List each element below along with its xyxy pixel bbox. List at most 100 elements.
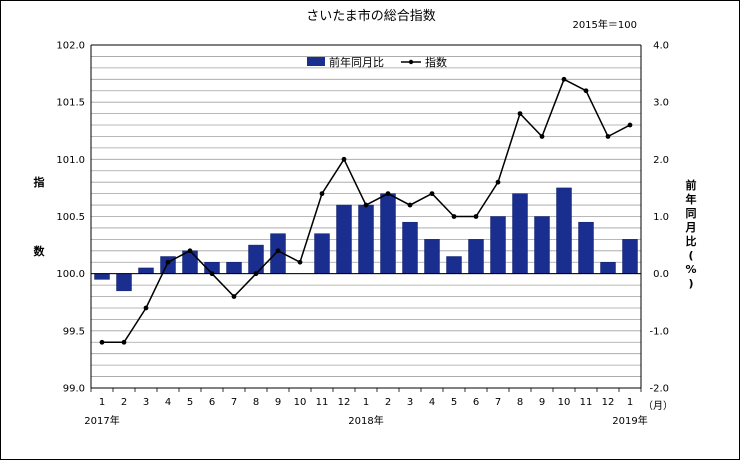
legend-line-marker	[408, 59, 414, 65]
bar-yoy	[94, 273, 110, 280]
left-axis-label-char: 指	[34, 175, 45, 189]
axes	[90, 44, 642, 389]
right-axis-label-char: 同	[686, 207, 697, 220]
bar-yoy	[512, 193, 528, 274]
month-label: 2	[385, 397, 391, 408]
month-label: 3	[407, 397, 413, 408]
right-tick-label: 0.0	[653, 269, 669, 280]
legend: 前年同月比 指数	[307, 55, 447, 69]
bar-yoy	[534, 216, 550, 274]
left-tick-label: 101.0	[56, 155, 85, 166]
month-label: 7	[231, 397, 237, 408]
right-tick-label: 3.0	[653, 98, 669, 109]
index-point	[121, 339, 127, 345]
bar-series	[94, 187, 638, 292]
bar-yoy	[116, 273, 132, 292]
index-point	[429, 191, 435, 197]
index-point	[363, 202, 369, 208]
month-label: 7	[495, 397, 501, 408]
right-tick-label: -2.0	[649, 384, 669, 395]
right-axis-label-char: 比	[686, 234, 697, 248]
month-label: 4	[429, 397, 435, 408]
index-point	[165, 259, 171, 265]
base-year-note: 2015年＝100	[572, 18, 637, 31]
month-label: 6	[473, 397, 479, 408]
right-axis-label-char: 前	[686, 178, 697, 192]
right-axis-label-char: 月	[685, 221, 697, 234]
left-axis-label-char: 数	[34, 244, 46, 258]
index-point	[605, 134, 611, 139]
bar-yoy	[578, 221, 594, 274]
index-point	[209, 271, 215, 277]
month-label: 6	[209, 397, 215, 408]
right-tick-label: 1.0	[653, 212, 669, 223]
index-point	[99, 339, 105, 345]
month-label: 12	[338, 397, 351, 408]
legend-bar-label: 前年同月比	[329, 55, 384, 69]
right-axis-label: 前年同月比(%)	[685, 178, 697, 290]
year-label: 2018年	[348, 414, 383, 427]
index-point	[297, 259, 303, 265]
right-axis-ticks: -2.0 -1.0 0.0 1.0 2.0 3.0 4.0	[649, 41, 669, 395]
bar-yoy	[402, 221, 418, 274]
index-point	[561, 76, 567, 82]
index-point	[495, 179, 501, 185]
line-series	[99, 76, 633, 345]
month-label: 9	[275, 397, 281, 408]
month-label: 3	[143, 397, 149, 408]
bar-yoy	[424, 239, 440, 274]
bar-yoy	[380, 193, 396, 274]
month-label: 5	[451, 397, 457, 408]
index-point	[253, 271, 259, 277]
index-point	[473, 214, 479, 219]
index-point	[187, 248, 193, 254]
chart-title: さいたま市の総合指数	[306, 8, 436, 24]
index-point	[275, 248, 281, 254]
index-point	[517, 111, 523, 116]
x-axis-ticks: 1 2 3 4 5 6 7 8 9 10 11 12 1 2 3 4 5 6 7 8 9 10 11 12 1 （月）2017年 2…	[84, 388, 673, 427]
left-tick-label: 101.5	[56, 98, 85, 109]
right-tick-label: 2.0	[653, 155, 669, 166]
month-label: 1	[627, 397, 633, 408]
month-label: 1	[363, 397, 369, 408]
bar-yoy	[226, 261, 242, 274]
left-axis-ticks: 99.0 99.5 100.0 100.5 101.0 101.5 102.0	[56, 41, 85, 395]
left-tick-label: 102.0	[56, 41, 85, 52]
right-axis-label-char: 年	[686, 192, 697, 206]
index-point	[539, 134, 545, 139]
month-label: 1	[99, 397, 105, 408]
month-label: 11	[580, 397, 593, 408]
index-point	[407, 202, 413, 208]
bar-yoy	[248, 244, 264, 274]
bar-yoy	[314, 233, 330, 274]
bar-yoy	[336, 204, 352, 274]
right-tick-label: -1.0	[649, 326, 669, 337]
month-label: 11	[316, 397, 329, 408]
index-point	[451, 214, 457, 219]
index-point	[231, 294, 237, 299]
bar-yoy	[138, 267, 154, 274]
index-point	[385, 191, 391, 197]
index-point	[583, 88, 589, 94]
bar-yoy	[600, 261, 616, 274]
bar-yoy	[446, 256, 462, 274]
index-point	[627, 122, 633, 128]
right-tick-label: 4.0	[653, 41, 669, 52]
month-label: 12	[602, 397, 615, 408]
right-axis-label-char: )	[688, 277, 693, 290]
index-point	[319, 191, 325, 197]
month-label: 4	[165, 397, 171, 408]
year-label: 2019年	[612, 414, 647, 427]
bar-yoy	[490, 216, 506, 274]
x-unit-label: （月）	[643, 400, 673, 412]
month-label: 10	[558, 397, 571, 408]
right-axis-label-char: (	[688, 249, 693, 262]
bar-yoy	[468, 239, 484, 274]
month-label: 8	[517, 397, 523, 408]
month-label: 8	[253, 397, 259, 408]
bar-yoy	[556, 187, 572, 274]
year-label: 2017年	[84, 414, 119, 427]
left-tick-label: 100.5	[56, 212, 85, 223]
